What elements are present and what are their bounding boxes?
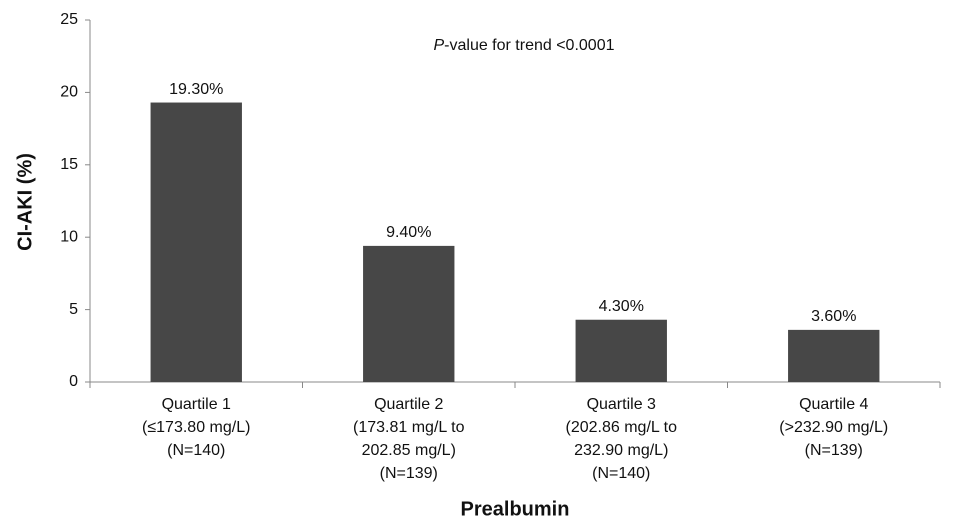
x-tick-label: 202.85 mg/L) <box>362 442 456 459</box>
x-tick-label: (N=140) <box>167 442 225 459</box>
y-tick-label: 20 <box>60 84 78 101</box>
value-label: 19.30% <box>169 81 223 98</box>
y-tick-label: 10 <box>60 228 78 245</box>
bar <box>575 319 667 382</box>
value-label: 4.30% <box>599 298 644 315</box>
y-tick-label: 5 <box>69 301 78 318</box>
bar <box>788 329 880 382</box>
bar <box>363 245 455 382</box>
value-label: 9.40% <box>386 224 431 241</box>
bar <box>150 102 242 382</box>
x-tick-label: Quartile 1 <box>162 396 231 413</box>
annotation: P-value for trend <0.0001 <box>433 37 614 54</box>
y-tick-label: 15 <box>60 156 78 173</box>
x-tick-label: (≤173.80 mg/L) <box>142 419 250 436</box>
y-tick-label: 25 <box>60 11 78 28</box>
annotation-text: -value for trend <0.0001 <box>444 37 614 54</box>
value-label: 3.60% <box>811 308 856 325</box>
x-axis-label: Prealbumin <box>461 498 570 520</box>
y-axis-label: CI-AKI (%) <box>14 153 36 251</box>
x-tick-label: Quartile 2 <box>374 396 443 413</box>
x-tick-label: (N=139) <box>805 442 863 459</box>
x-tick-label: (173.81 mg/L to <box>353 419 465 436</box>
x-tick-label: (>232.90 mg/L) <box>779 419 888 436</box>
y-tick-label: 0 <box>69 373 78 390</box>
x-tick-label: (N=140) <box>592 465 650 482</box>
annotation-italic: P <box>433 37 444 54</box>
x-tick-label: (202.86 mg/L to <box>566 419 678 436</box>
x-tick-label: Quartile 3 <box>587 396 656 413</box>
x-tick-label: 232.90 mg/L) <box>574 442 668 459</box>
x-tick-label: (N=139) <box>380 465 438 482</box>
x-tick-label: Quartile 4 <box>799 396 868 413</box>
